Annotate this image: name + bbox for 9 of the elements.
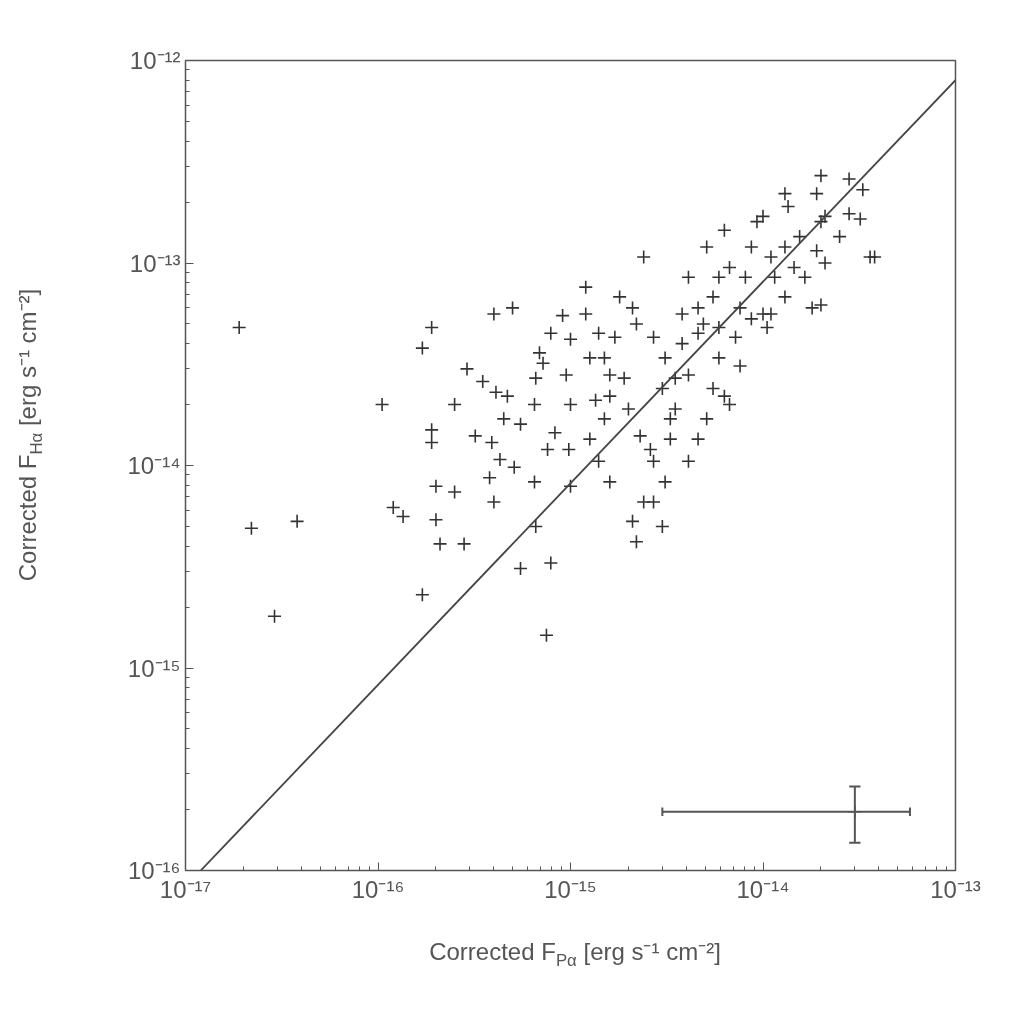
x-tick-label: 10⁻¹⁵: [544, 875, 597, 903]
x-axis-title: Corrected F$_{Pα}$ [erg s⁻¹ cm⁻²]: [428, 937, 722, 972]
y-tick-label: 10⁻¹²: [129, 47, 181, 74]
x-tick-label: 10⁻¹⁶: [351, 875, 405, 903]
x-tick-label: 10⁻¹³: [930, 875, 981, 903]
y-tick-label: 10⁻¹³: [129, 249, 181, 277]
y-tick-label: 10⁻¹⁴: [127, 452, 181, 479]
x-tick-label: 10⁻¹⁴: [736, 875, 790, 903]
y-tick-label: 10⁻¹⁵: [127, 654, 181, 682]
